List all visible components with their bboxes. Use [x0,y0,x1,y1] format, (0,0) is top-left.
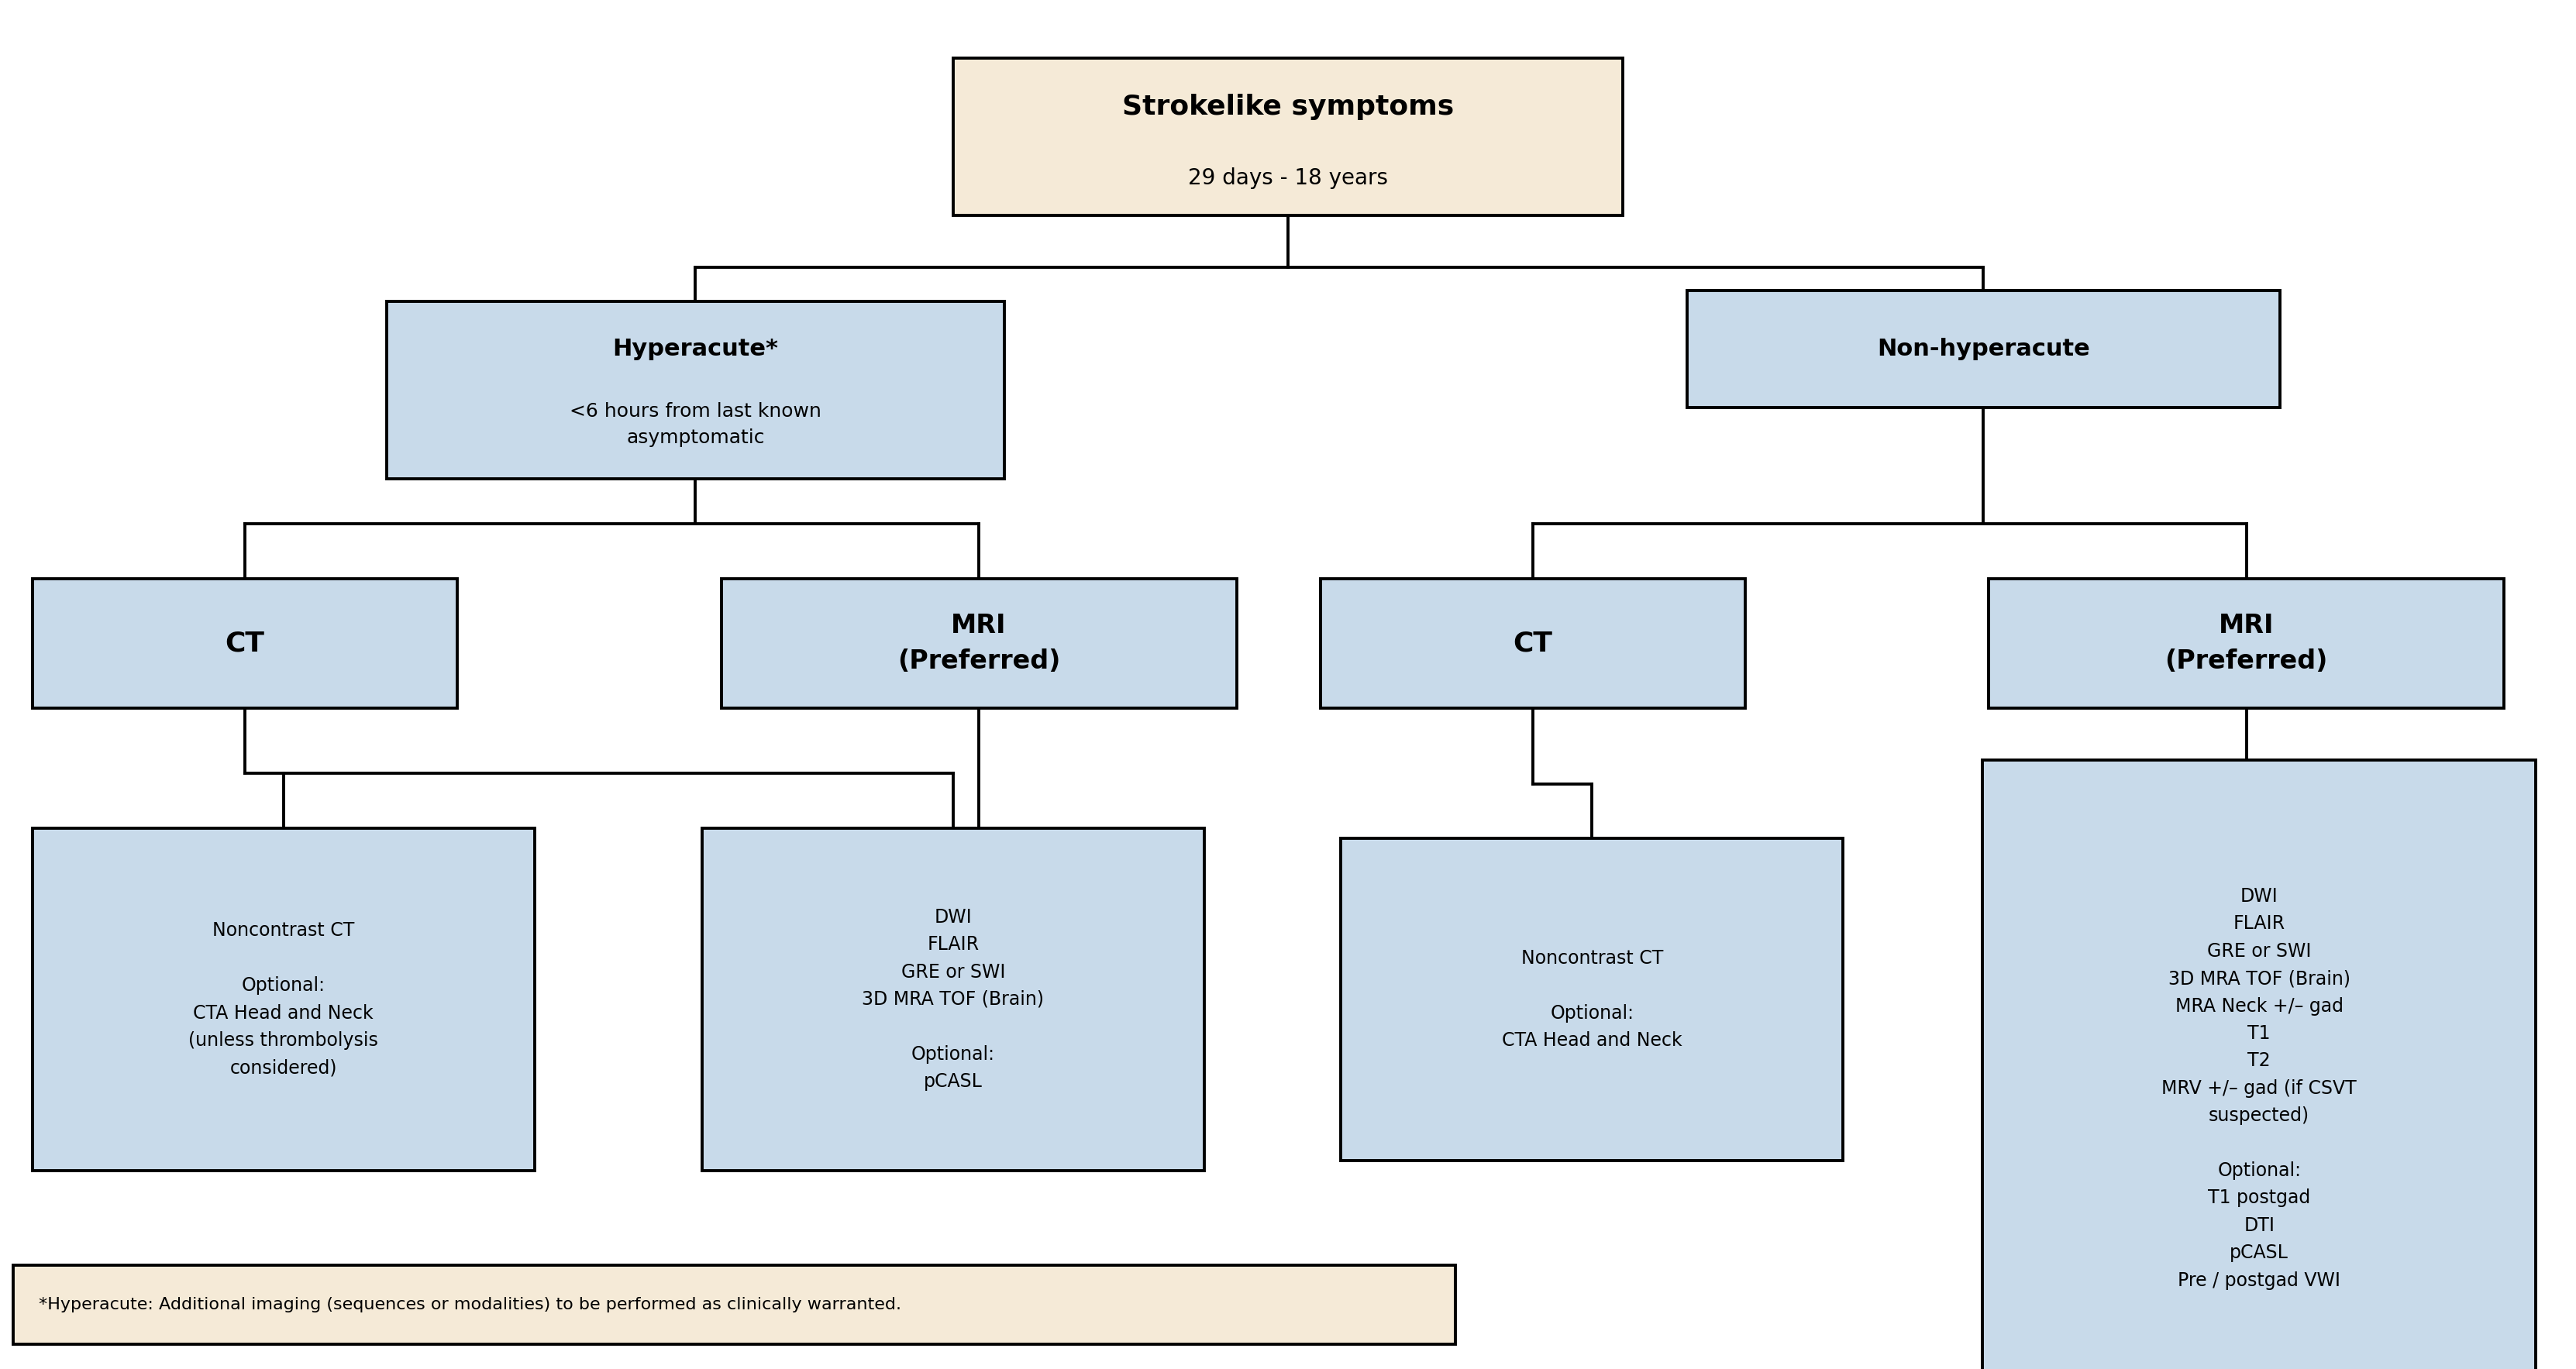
Text: Noncontrast CT

Optional:
CTA Head and Neck
(unless thrombolysis
considered): Noncontrast CT Optional: CTA Head and Ne… [188,921,379,1077]
FancyBboxPatch shape [1984,760,2535,1369]
Text: DWI
FLAIR
GRE or SWI
3D MRA TOF (Brain)

Optional:
pCASL: DWI FLAIR GRE or SWI 3D MRA TOF (Brain) … [863,908,1043,1091]
Text: Non-hyperacute: Non-hyperacute [1878,338,2089,360]
FancyBboxPatch shape [1989,578,2504,709]
Text: MRI
(Preferred): MRI (Preferred) [896,613,1061,674]
FancyBboxPatch shape [721,578,1236,709]
FancyBboxPatch shape [386,301,1005,479]
Text: CT: CT [224,630,265,657]
FancyBboxPatch shape [1340,838,1844,1160]
FancyBboxPatch shape [701,828,1203,1170]
FancyBboxPatch shape [31,828,536,1170]
FancyBboxPatch shape [13,1265,1455,1344]
Text: DWI
FLAIR
GRE or SWI
3D MRA TOF (Brain)
MRA Neck +/– gad
T1
T2
MRV +/– gad (if C: DWI FLAIR GRE or SWI 3D MRA TOF (Brain) … [2161,887,2357,1290]
FancyBboxPatch shape [1687,292,2280,408]
Text: MRI
(Preferred): MRI (Preferred) [2164,613,2329,674]
Text: Hyperacute*: Hyperacute* [613,338,778,360]
Text: 29 days - 18 years: 29 days - 18 years [1188,167,1388,189]
FancyBboxPatch shape [953,59,1623,215]
Text: CT: CT [1512,630,1553,657]
Text: *Hyperacute: Additional imaging (sequences or modalities) to be performed as cli: *Hyperacute: Additional imaging (sequenc… [39,1296,902,1313]
Text: <6 hours from last known
asymptomatic: <6 hours from last known asymptomatic [569,402,822,446]
FancyBboxPatch shape [1319,578,1747,709]
Text: Noncontrast CT

Optional:
CTA Head and Neck: Noncontrast CT Optional: CTA Head and Ne… [1502,949,1682,1050]
Text: Strokelike symptoms: Strokelike symptoms [1123,93,1453,120]
FancyBboxPatch shape [31,578,459,709]
